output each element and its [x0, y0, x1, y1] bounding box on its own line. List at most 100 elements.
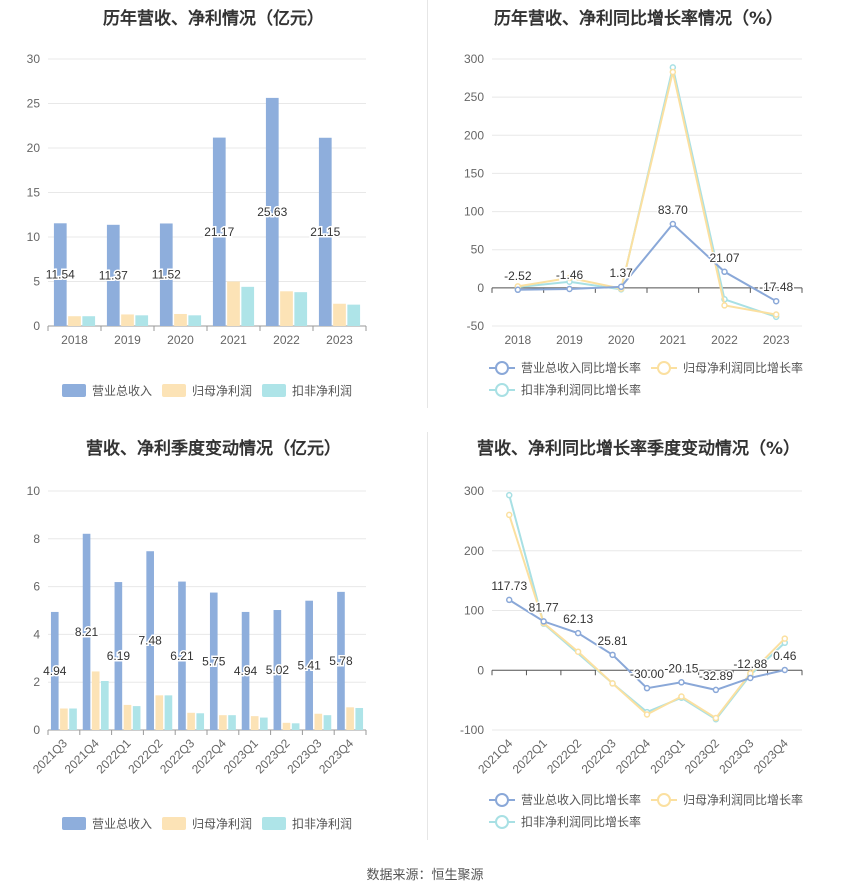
x-tick-label: 2020 [167, 333, 194, 347]
legend-label: 营业总收入同比增长率 [521, 792, 641, 807]
data-label: 5.78 [329, 654, 353, 668]
bar-营业总收入 [178, 581, 186, 730]
bar-扣非净利润 [132, 706, 141, 730]
y-tick-label: 0 [477, 281, 484, 295]
legend-label: 扣非净利润同比增长率 [521, 814, 641, 829]
bar-营业总收入 [305, 600, 313, 730]
data-label: 62.13 [563, 612, 593, 626]
legend-label: 归母净利润同比增长率 [683, 360, 803, 375]
bar-营业总收入 [50, 611, 59, 730]
bar-扣非净利润 [241, 286, 255, 326]
y-tick-label: 100 [464, 604, 484, 618]
legend-label: 营业总收入 [92, 817, 152, 831]
bar-扣非净利润 [188, 315, 202, 326]
bar-营业总收入 [273, 610, 282, 730]
legend-label: 归母净利润 [192, 384, 252, 398]
point-营业总收入同比增长率 [669, 220, 677, 228]
chart-title: 历年营收、净利同比增长率情况（%） [493, 9, 784, 29]
x-tick-label: 2019 [114, 333, 141, 347]
data-label: 5.02 [266, 663, 290, 677]
chart-quarterly-revenue-profit: 02468102021Q34.942021Q48.212022Q16.19202… [27, 484, 367, 831]
bar-扣非净利润 [260, 717, 268, 730]
x-tick-label: 2022 [273, 333, 300, 347]
x-tick-label: 2022Q3 [579, 736, 619, 776]
bar-归母净利润 [187, 712, 195, 730]
chart-annual-growth-rate: -50 0 50 100 150 200 250 300 2018 2019 2020 2021 202… [464, 52, 803, 397]
bar-扣非净利润 [82, 316, 96, 326]
bar-营业总收入 [114, 582, 123, 730]
point-归母净利润同比增长率 [505, 511, 513, 519]
bar-归母净利润 [280, 291, 293, 326]
data-label: 83.70 [658, 203, 688, 217]
bar-营业总收入 [146, 551, 154, 730]
chart-title: 营收、净利同比增长率季度变动情况（%） [476, 439, 801, 459]
point-营业总收入同比增长率 [781, 666, 789, 674]
x-tick-label: 2018 [61, 333, 88, 347]
legend-swatch [62, 817, 86, 830]
y-tick-label: -50 [467, 319, 485, 333]
point-归母净利润同比增长率 [643, 711, 651, 718]
legend-marker [657, 793, 671, 807]
y-tick-label: 8 [33, 532, 40, 546]
point-营业总收入同比增长率 [574, 629, 582, 637]
y-tick-label: 50 [471, 243, 485, 257]
point-营业总收入同比增长率 [643, 684, 651, 692]
point-营业总收入同比增长率 [514, 286, 522, 294]
x-tick-label: 2022Q2 [544, 736, 584, 776]
data-label: -20.15 [664, 661, 698, 675]
x-tick-label: 2021 [220, 333, 247, 347]
data-label: 4.94 [234, 664, 258, 678]
bar-营业总收入 [337, 591, 345, 730]
point-营业总收入同比增长率 [609, 651, 616, 659]
y-tick-label: 20 [27, 141, 41, 155]
y-tick-label: 25 [27, 97, 41, 111]
bar-营业总收入 [318, 137, 332, 326]
bar-扣非净利润 [355, 708, 364, 730]
x-tick-label: 2022Q4 [613, 736, 653, 776]
y-tick-label: 0 [33, 723, 40, 737]
bar-营业总收入 [106, 224, 120, 326]
bar-营业总收入 [53, 223, 67, 326]
data-label: 117.73 [491, 579, 527, 593]
legend-swatch [262, 384, 286, 397]
bar-归母净利润 [123, 704, 132, 730]
chart-quarterly-growth-rate: -10001002003002021Q42022Q12022Q22022Q320… [460, 484, 803, 829]
data-label: 25.63 [257, 205, 287, 219]
point-扣非净利润同比增长率 [505, 491, 513, 499]
point-营业总收入同比增长率 [772, 297, 780, 305]
x-tick-label: 2022Q1 [510, 736, 550, 776]
legend-swatch [62, 384, 86, 397]
bar-归母净利润 [68, 316, 81, 326]
y-tick-label: 250 [464, 90, 484, 104]
bar-扣非净利润 [294, 292, 308, 326]
point-营业总收入同比增长率 [566, 285, 573, 293]
bar-归母净利润 [174, 313, 187, 326]
legend-label: 营业总收入 [92, 384, 152, 398]
data-label: -17.48 [759, 280, 793, 294]
data-label: -30.00 [630, 667, 664, 681]
legend-marker [495, 815, 509, 829]
x-tick-label: 2023Q4 [751, 736, 791, 776]
bar-归母净利润 [121, 314, 134, 326]
data-label: 0.46 [773, 649, 797, 663]
point-营业总收入同比增长率 [505, 596, 513, 604]
bar-营业总收入 [241, 611, 250, 730]
y-tick-label: 30 [27, 52, 41, 66]
data-label: 21.07 [709, 251, 739, 265]
data-label: 4.94 [43, 664, 67, 678]
data-label: 5.41 [297, 658, 321, 672]
point-归母净利润同比增长率 [669, 68, 677, 76]
point-营业总收入同比增长率 [678, 679, 685, 686]
y-tick-label: 15 [27, 186, 41, 200]
data-label: -2.52 [504, 269, 532, 283]
point-营业总收入同比增长率 [721, 268, 728, 276]
bar-营业总收入 [209, 592, 218, 730]
bar-归母净利润 [282, 722, 291, 730]
data-label: 8.21 [75, 625, 99, 639]
bar-扣非净利润 [164, 695, 173, 730]
bar-归母净利润 [219, 715, 227, 730]
data-label: 6.21 [170, 649, 194, 663]
divider-top [427, 0, 428, 408]
legend-label: 扣非净利润同比增长率 [521, 382, 641, 397]
point-归母净利润同比增长率 [678, 693, 685, 700]
